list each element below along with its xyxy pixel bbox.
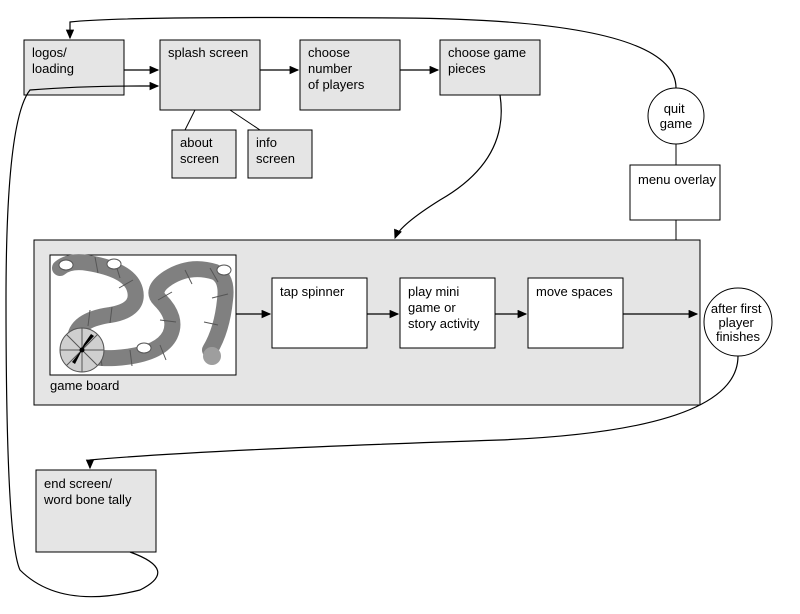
svg-text:move spaces: move spaces	[536, 284, 613, 299]
node-quit: quit game	[648, 88, 704, 144]
node-players: choose number of players	[300, 40, 400, 110]
svg-text:quit game: quit game	[660, 101, 693, 131]
node-gameboard: game board	[50, 255, 236, 393]
node-pieces: choose game pieces	[440, 40, 540, 95]
node-end: end screen/ word bone tally	[36, 470, 156, 552]
node-about: about screen	[172, 130, 236, 178]
svg-text:about screen: about screen	[180, 135, 219, 166]
node-move: move spaces	[528, 278, 623, 348]
node-splash: splash screen	[160, 40, 260, 110]
gameboard-caption: game board	[50, 378, 119, 393]
flow-diagram: logos/loading splash screen choose numbe…	[0, 0, 800, 614]
svg-text:after first player: after first player finishes	[711, 301, 765, 344]
node-mini: play mini game or story activity	[400, 278, 495, 348]
node-menu: menu overlay	[630, 165, 720, 220]
svg-text:tap spinner: tap spinner	[280, 284, 345, 299]
svg-text:splash screen: splash screen	[168, 45, 248, 60]
svg-text:menu overlay: menu overlay	[638, 172, 717, 187]
node-info: info screen	[248, 130, 312, 178]
node-after: after first player finishes	[704, 288, 772, 356]
node-spinner: tap spinner	[272, 278, 367, 348]
